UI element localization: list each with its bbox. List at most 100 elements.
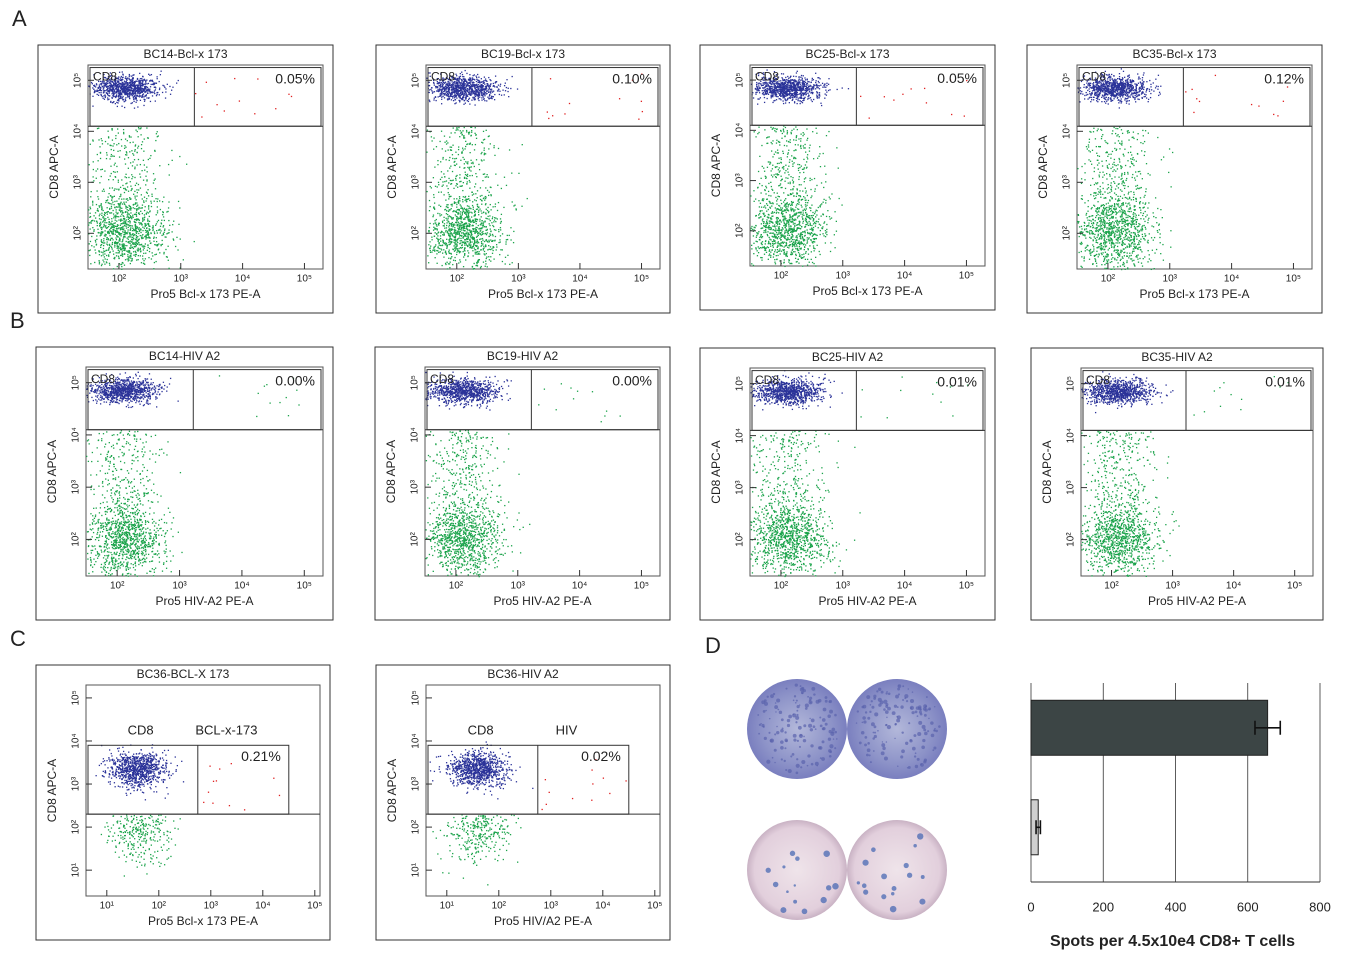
event-dot [460,92,461,93]
event-dot [94,249,95,250]
event-dot [462,247,463,248]
event-dot [126,182,127,183]
event-dot [101,233,102,234]
event-dot [522,144,523,145]
event-dot [122,240,123,241]
event-dot [153,228,154,229]
event-dot [114,230,115,231]
well-spot [775,711,776,712]
event-dot [173,221,174,222]
event-dot [112,244,113,245]
event-dot [130,85,131,86]
event-dot [131,94,132,95]
event-dot [446,262,447,263]
event-dot [459,136,460,137]
event-dot [157,92,158,93]
event-dot [111,97,112,98]
event-dot [469,143,470,144]
well-spot [827,714,830,717]
event-dot [450,196,451,197]
event-dot [129,250,130,251]
event-dot [486,174,487,175]
event-dot [145,230,146,231]
event-dot [460,240,461,241]
event-dot [118,232,119,233]
event-dot [465,161,466,162]
event-dot [118,90,119,91]
event-dot [133,77,134,78]
event-dot [495,230,496,231]
event-dot [89,250,90,251]
event-dot [121,253,122,254]
event-dot [93,246,94,247]
event-dot [470,135,471,136]
event-dot [448,91,449,92]
event-dot [481,81,482,82]
event-dot [97,94,98,95]
event-dot [463,86,464,87]
event-dot [467,88,468,89]
event-dot [478,81,479,82]
event-dot [450,262,451,263]
event-dot [144,164,145,165]
event-dot [469,245,470,246]
event-dot [802,102,803,103]
well-spot [790,851,795,856]
well-spot [763,710,766,713]
event-dot [489,233,490,234]
event-dot [468,236,469,237]
event-dot [90,213,91,214]
event-dot [505,90,506,91]
event-dot [816,95,817,96]
event-dot [110,195,111,196]
event-dot [145,225,146,226]
well-spot [881,743,885,747]
event-dot [139,214,140,215]
event-dot [113,231,114,232]
event-dot [449,225,450,226]
event-dot [131,88,132,89]
event-dot [127,96,128,97]
event-dot [108,99,109,100]
event-dot [125,99,126,100]
event-dot [764,97,765,98]
event-dot [123,220,124,221]
event-dot [452,158,453,159]
event-dot [464,137,465,138]
event-dot [459,259,460,260]
event-dot [128,260,129,261]
event-dot [466,130,467,131]
event-dot [100,92,101,93]
event-dot [473,268,474,269]
event-dot [547,111,548,112]
event-dot [478,100,479,101]
event-dot [809,81,810,82]
event-dot [428,244,429,245]
event-dot [446,140,447,141]
event-dot [138,255,139,256]
event-dot [638,119,639,120]
well-spot [823,850,830,857]
event-dot [481,152,482,153]
event-dot [491,222,492,223]
event-dot [481,78,482,79]
event-dot [144,219,145,220]
event-dot [126,250,127,251]
event-dot [437,213,438,214]
well-spot [766,868,771,873]
event-dot [501,214,502,215]
event-dot [101,264,102,265]
event-dot [114,207,115,208]
event-dot [478,98,479,99]
event-dot [109,90,110,91]
event-dot [163,233,164,234]
event-dot [500,241,501,242]
event-dot [163,253,164,254]
event-dot [155,198,156,199]
event-dot [151,258,152,259]
well-spot [882,741,883,742]
event-dot [456,245,457,246]
event-dot [446,219,447,220]
event-dot [166,211,167,212]
well-spot [885,692,887,694]
